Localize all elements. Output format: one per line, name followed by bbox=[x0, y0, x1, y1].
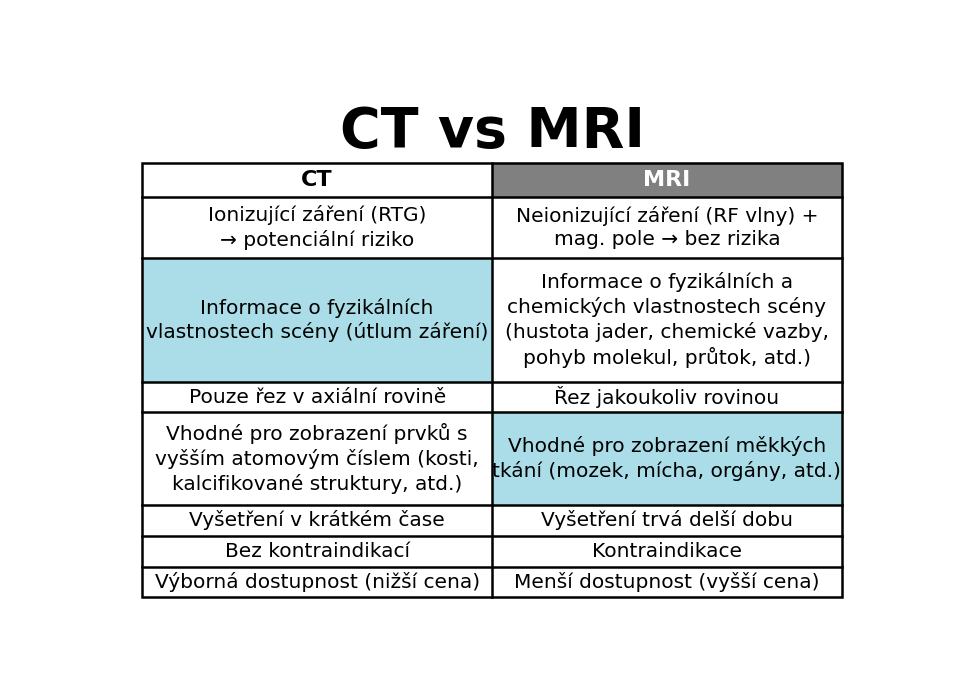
Bar bbox=[142, 381, 492, 413]
Bar bbox=[492, 536, 842, 566]
Bar bbox=[492, 566, 842, 597]
Text: Neionizující záření (RF vlny) +
mag. pole → bez rizika: Neionizující záření (RF vlny) + mag. pol… bbox=[516, 206, 818, 250]
Text: Vhodné pro zobrazení měkkých
tkání (mozek, mícha, orgány, atd.): Vhodné pro zobrazení měkkých tkání (moze… bbox=[492, 437, 841, 481]
Text: Bez kontraindikací: Bez kontraindikací bbox=[225, 542, 410, 560]
Bar bbox=[142, 566, 492, 597]
Text: CT vs MRI: CT vs MRI bbox=[340, 105, 644, 159]
Text: Vyšetření trvá delší dobu: Vyšetření trvá delší dobu bbox=[540, 510, 793, 530]
Text: Ionizující záření (RTG)
→ potenciální riziko: Ionizující záření (RTG) → potenciální ri… bbox=[208, 205, 426, 250]
Text: Pouze řez v axiální rovině: Pouze řez v axiální rovině bbox=[188, 388, 445, 407]
Text: Kontraindikace: Kontraindikace bbox=[591, 542, 742, 560]
Text: Vyšetření v krátkém čase: Vyšetření v krátkém čase bbox=[189, 510, 445, 530]
Text: Menší dostupnost (vyšší cena): Menší dostupnost (vyšší cena) bbox=[515, 572, 820, 592]
Text: Výborná dostupnost (nižší cena): Výborná dostupnost (nižší cena) bbox=[155, 572, 480, 592]
Bar bbox=[492, 505, 842, 536]
Text: Informace o fyzikálních
vlastnostech scény (útlum záření): Informace o fyzikálních vlastnostech scé… bbox=[146, 298, 489, 343]
Text: Vhodné pro zobrazení prvků s
vyšším atomovým číslem (kosti,
kalcifikované strukt: Vhodné pro zobrazení prvků s vyšším atom… bbox=[156, 424, 479, 494]
Bar bbox=[492, 163, 842, 197]
Text: CT: CT bbox=[301, 170, 333, 190]
Bar bbox=[142, 163, 492, 197]
Text: MRI: MRI bbox=[643, 170, 690, 190]
Bar bbox=[492, 381, 842, 413]
Bar bbox=[142, 536, 492, 566]
Text: Informace o fyzikálních a
chemických vlastnostech scény
(hustota jader, chemické: Informace o fyzikálních a chemických vla… bbox=[505, 272, 828, 368]
Bar bbox=[142, 505, 492, 536]
Text: Řez jakoukoliv rovinou: Řez jakoukoliv rovinou bbox=[554, 386, 780, 408]
